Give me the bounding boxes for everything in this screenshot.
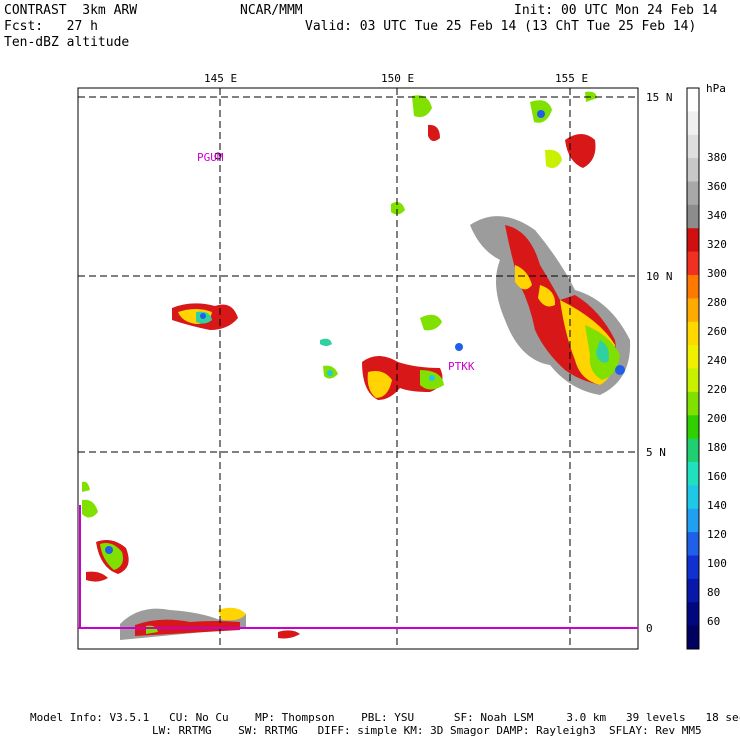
model-info-line1: Model Info: V3.5.1 CU: No Cu MP: Thompso… xyxy=(30,711,740,724)
colorbar-swatch xyxy=(687,578,699,603)
echo-field xyxy=(82,91,631,640)
colorbar-swatch xyxy=(687,532,699,556)
lat-label-10n: 10 N xyxy=(646,270,673,283)
colorbar-level-label: 60 xyxy=(707,614,721,628)
init-time: Init: 00 UTC Mon 24 Feb 14 xyxy=(514,3,718,18)
valid-time: Valid: 03 UTC Tue 25 Feb 14 (13 ChT Tue … xyxy=(305,19,697,34)
colorbar-level-label: 100 xyxy=(707,556,727,570)
colorbar-swatch xyxy=(687,391,699,416)
lat-lon-grid xyxy=(78,88,638,649)
colorbar-swatch xyxy=(687,555,699,580)
product-title: CONTRAST 3km ARW xyxy=(4,3,138,18)
colorbar-level-label: 320 xyxy=(707,237,727,251)
colorbar-swatch xyxy=(687,625,699,650)
lon-label-155: 155 E xyxy=(555,72,589,85)
colorbar-swatch xyxy=(687,134,699,159)
lon-label-150: 150 E xyxy=(381,72,415,85)
colorbar-swatch xyxy=(687,111,699,136)
colorbar-swatch xyxy=(687,508,699,533)
colorbar-swatch xyxy=(687,275,699,299)
colorbar-level-label: 240 xyxy=(707,353,727,367)
colorbar-level-label: 260 xyxy=(707,324,727,338)
colorbar-swatch xyxy=(687,321,699,346)
center-name: NCAR/MMM xyxy=(240,3,303,18)
colorbar-level-label: 340 xyxy=(707,208,727,222)
colorbar-level-label: 220 xyxy=(707,382,727,396)
colorbar-swatch xyxy=(687,345,699,369)
colorbar-unit: hPa xyxy=(706,82,726,95)
colorbar-swatch xyxy=(687,204,699,229)
map-frame xyxy=(77,87,639,650)
colorbar-level-label: 280 xyxy=(707,295,727,309)
colorbar-swatch xyxy=(687,228,699,253)
colorbar-swatch xyxy=(687,158,699,182)
colorbar-level-label: 200 xyxy=(707,411,727,425)
colorbar-swatch xyxy=(687,415,699,440)
forecast-hour: Fcst: 27 h xyxy=(4,19,98,34)
colorbar-swatch xyxy=(687,602,699,627)
colorbar-swatch xyxy=(687,298,699,323)
station-label-pgum: PGUM xyxy=(197,151,224,164)
colorbar-swatch xyxy=(687,251,699,276)
colorbar-frame xyxy=(686,87,700,650)
colorbar-swatch xyxy=(687,438,699,463)
colorbar-level-label: 300 xyxy=(707,266,727,280)
colorbar xyxy=(686,87,700,650)
model-info-line2: LW: RRTMG SW: RRTMG DIFF: simple KM: 3D … xyxy=(152,724,702,737)
colorbar-level-label: 80 xyxy=(707,585,721,599)
lat-label-0: 0 xyxy=(646,622,653,635)
station-label-ptkk: PTKK xyxy=(448,360,475,373)
lat-label-5n: 5 N xyxy=(646,446,666,459)
colorbar-swatch xyxy=(687,485,699,510)
colorbar-level-label: 380 xyxy=(707,150,727,164)
colorbar-level-label: 360 xyxy=(707,179,727,193)
colorbar-level-label: 120 xyxy=(707,527,727,541)
station-pgum-marker xyxy=(214,152,222,160)
lat-label-15n: 15 N xyxy=(646,91,673,104)
colorbar-level-label: 160 xyxy=(707,469,727,483)
lon-label-145: 145 E xyxy=(204,72,238,85)
colorbar-swatch xyxy=(687,181,699,206)
colorbar-level-label: 140 xyxy=(707,498,727,512)
colorbar-swatch xyxy=(687,368,699,393)
colorbar-swatch xyxy=(687,88,699,112)
field-name: Ten-dBZ altitude xyxy=(4,35,130,50)
colorbar-level-label: 180 xyxy=(707,440,727,454)
colorbar-swatch xyxy=(687,462,699,486)
